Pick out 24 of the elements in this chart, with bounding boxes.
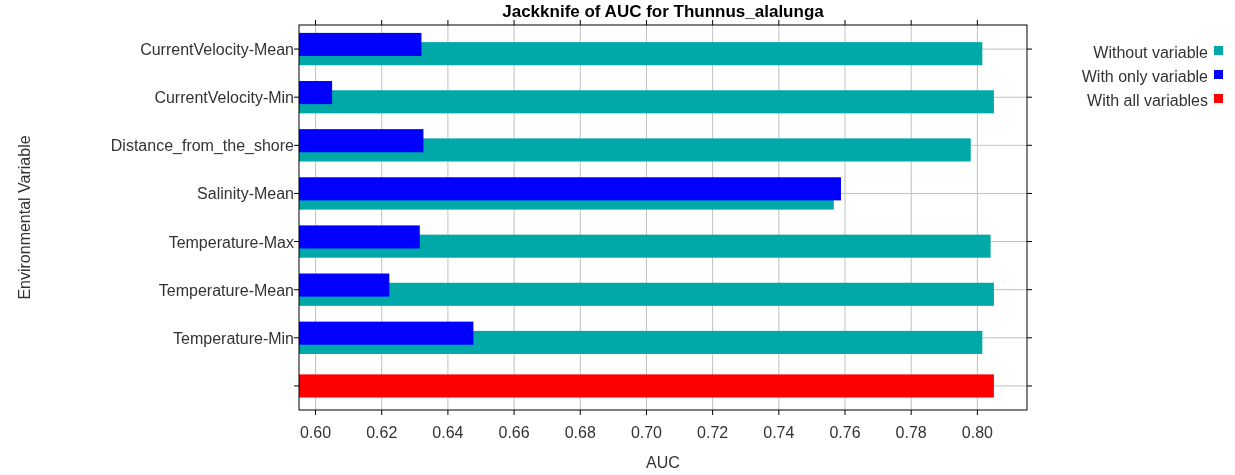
y-tick-label: CurrentVelocity-Min (154, 89, 294, 107)
y-tick-label: Distance_from_the_shore (110, 137, 295, 156)
x-tick-label: 0.60 (299, 424, 332, 441)
x-tick-label: 0.70 (630, 424, 663, 441)
y-axis-title: Environmental Variable (16, 135, 33, 300)
y-tick-label: Temperature-Min (173, 329, 294, 347)
x-tick-label: 0.76 (829, 424, 861, 441)
x-tick-label: 0.64 (432, 424, 464, 441)
y-tick-label: Temperature-Mean (158, 281, 294, 299)
x-tick-label: 0.66 (498, 424, 530, 441)
x-tick-label: 0.74 (763, 424, 795, 441)
legend-label: With only variable (1081, 68, 1209, 85)
x-tick-label: 0.68 (564, 424, 596, 441)
chart-title: Jackknife of AUC for Thunnus_alalunga (502, 2, 825, 21)
x-tick-label: 0.80 (961, 424, 994, 441)
legend-label: Without variable (1093, 44, 1209, 61)
y-tick-label: CurrentVelocity-Mean (140, 41, 294, 59)
legend-label: With all variables (1087, 92, 1208, 109)
x-tick-label: 0.78 (895, 424, 927, 441)
x-axis-title: AUC (646, 454, 680, 471)
y-tick-label: Salinity-Mean (197, 185, 294, 203)
x-tick-label: 0.62 (366, 424, 398, 441)
y-tick-label: Temperature-Max (168, 233, 294, 251)
x-tick-label: 0.72 (697, 424, 729, 441)
